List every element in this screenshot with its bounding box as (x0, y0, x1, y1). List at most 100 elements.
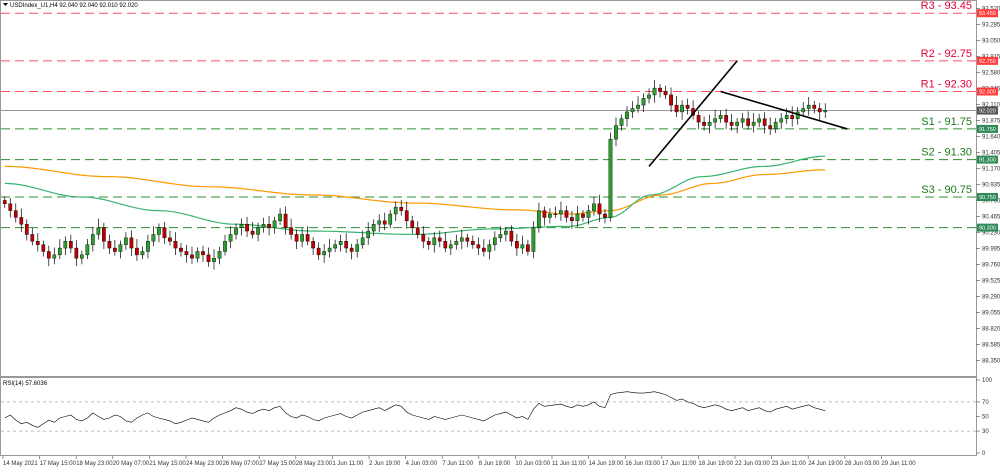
candle-body (2, 200, 7, 205)
candle-body (487, 244, 492, 252)
candle-body (437, 237, 442, 242)
y-tick-label: 88.820 (982, 326, 1000, 332)
price-tag-text-R3: 93.450 (979, 11, 996, 17)
candle-body (338, 241, 343, 245)
x-tick-label: 20 May 07:00 (113, 461, 150, 467)
candle-body (118, 244, 123, 252)
candle-body (250, 230, 255, 235)
y-tick-label: 89.055 (982, 310, 1000, 316)
candle-body (548, 213, 552, 218)
candle-body (641, 98, 646, 106)
candle-body (432, 237, 437, 245)
candle-body (762, 118, 767, 126)
candle-body (305, 234, 310, 242)
candle-body (206, 254, 211, 262)
candle-body (470, 241, 475, 245)
candle-body (24, 224, 29, 235)
candle-body (135, 247, 139, 256)
candle-body (674, 104, 679, 113)
candle-body (779, 118, 784, 123)
trendline-1 (720, 90, 848, 130)
y-tick-label: 93.285 (982, 22, 1000, 28)
triangle-down-icon (3, 3, 8, 6)
candle-body (195, 251, 200, 259)
candle-body (278, 213, 282, 222)
candle-body (377, 220, 382, 225)
current-price-tag-text: 92.020 (979, 109, 996, 115)
candle-body (404, 210, 409, 222)
y-tick-label: 92.580 (982, 70, 1000, 76)
candle-body (74, 247, 79, 259)
candle-body (415, 227, 420, 235)
candle-body (13, 210, 18, 218)
price-tag-text-S2: 91.300 (979, 158, 996, 164)
x-tick-label: 14 Jun 19:00 (589, 461, 624, 467)
candle-body (773, 121, 778, 130)
y-tick-label: 91.405 (982, 150, 1000, 156)
price-tag-base (977, 223, 998, 232)
candle-body (702, 121, 706, 126)
candle-body (680, 104, 684, 113)
x-tick-label: 24 Jun 19:00 (808, 461, 843, 467)
candle-body (190, 254, 194, 259)
price-tag-S3 (977, 193, 998, 202)
candle-body (113, 247, 117, 252)
candle-body (201, 251, 205, 256)
candle-body (239, 224, 244, 228)
y-tick-label: 89.290 (982, 294, 1000, 300)
candle-body (223, 241, 227, 252)
x-tick-label: 16 Jun 03:00 (625, 461, 660, 467)
candle-body (217, 251, 222, 259)
candle-body (256, 227, 260, 235)
x-tick-label: 4 Jun 03:00 (406, 461, 438, 467)
candle-body (465, 237, 470, 242)
candle-body (272, 220, 277, 228)
ma-slow-line (4, 165, 826, 215)
price-tag-R1 (977, 87, 998, 96)
candle-body (388, 213, 393, 225)
x-tick-label: 10 Jun 03:00 (515, 461, 550, 467)
candle-body (96, 227, 101, 235)
x-tick-label: 23 Jun 11:00 (772, 461, 807, 467)
candle-body (751, 121, 756, 126)
rsi-tick-label: 70 (982, 400, 989, 406)
x-tick-label: 22 Jun 03:00 (735, 461, 770, 467)
candle-body (498, 234, 503, 239)
x-tick-label: 2 Jun 19:00 (369, 461, 401, 467)
x-tick-label: 18 May 23:00 (76, 461, 113, 467)
candle-body (537, 210, 541, 228)
x-tick-label: 17 Jun 11:00 (662, 461, 697, 467)
candle-body (740, 118, 745, 123)
candle-body (57, 247, 62, 256)
candle-body (107, 241, 112, 249)
candle-body (327, 247, 332, 252)
candle-body (625, 111, 629, 119)
price-tag-text-S3: 90.750 (979, 195, 996, 201)
x-tick-label: 28 Jun 03:00 (845, 461, 880, 467)
y-tick-label: 89.525 (982, 278, 1000, 284)
candle-body (504, 230, 508, 235)
y-tick-label: 93.050 (982, 38, 1000, 44)
candle-body (228, 234, 233, 242)
price-tag-text-R1: 92.300 (979, 89, 996, 95)
candle-body (443, 241, 448, 249)
rsi-tick-label: 100 (982, 378, 993, 384)
y-tick-label: 89.760 (982, 262, 1000, 268)
price-tag-text-S1: 91.750 (979, 127, 996, 133)
candle-body (102, 227, 106, 242)
candle-body (630, 108, 635, 113)
candle-body (559, 210, 563, 215)
candle-body (316, 247, 321, 256)
candle-body (729, 121, 734, 126)
level-label-R3: R3 - 93.45 (921, 0, 972, 12)
candle-body (724, 115, 728, 123)
candle-body (8, 203, 13, 211)
candle-body (162, 227, 167, 239)
candle-body (294, 234, 299, 242)
price-tag-text-base: 90.300 (979, 226, 996, 232)
candle-body (129, 237, 134, 249)
candle-body (19, 217, 24, 225)
candle-body (333, 244, 338, 249)
candle-body (597, 203, 602, 215)
